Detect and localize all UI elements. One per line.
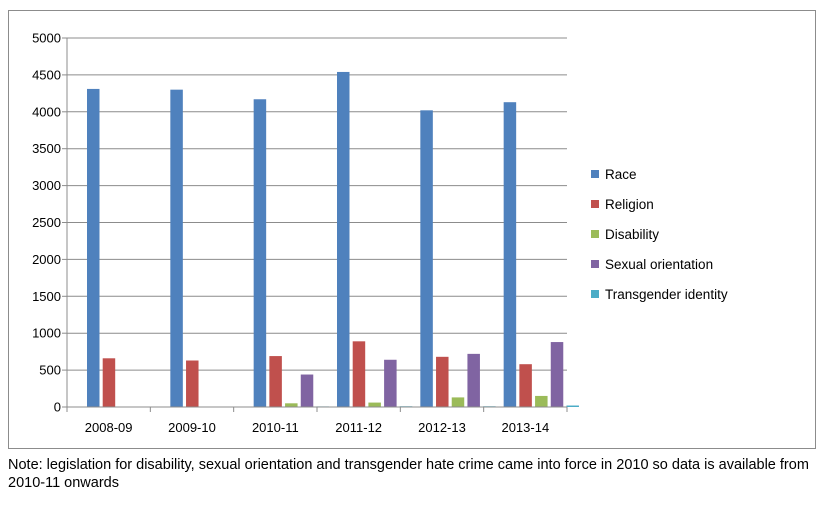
legend-swatch: [591, 260, 599, 268]
bar-disability: [368, 402, 381, 407]
bar-transgender-identity: [566, 405, 579, 407]
chart-frame: 0 500 1000 1500 2000 2500 3000 3500 4000 4500 5000…: [8, 10, 816, 449]
bar-religion: [352, 341, 366, 407]
bar-religion: [436, 356, 449, 407]
y-tick-label: 2500: [32, 215, 61, 230]
chart-svg: 0 500 1000 1500 2000 2500 3000 3500 4000 4500 5000…: [32, 31, 728, 436]
x-tick-label: 2010-11: [252, 420, 299, 435]
y-tick-label: 500: [39, 363, 61, 378]
y-tick-label: 4000: [32, 104, 61, 119]
bar-race: [253, 99, 267, 407]
bar-religion: [519, 364, 532, 407]
y-tick-label: 3500: [32, 141, 61, 156]
bar-race: [87, 88, 100, 407]
bar-religion: [186, 360, 199, 407]
x-tick-label: 2013-14: [501, 420, 549, 435]
footnote: Note: legislation for disability, sexual…: [8, 457, 809, 491]
legend-label: Race: [605, 167, 637, 182]
bar-sexual-orientation: [300, 374, 314, 407]
legend-label: Disability: [605, 227, 659, 242]
x-tick-label: 2011-12: [335, 420, 382, 435]
legend-label: Religion: [605, 197, 654, 212]
y-tick-label: 1500: [32, 289, 61, 304]
bar-race: [170, 89, 183, 407]
x-tick-label: 2008-09: [85, 420, 133, 435]
bar-disability: [285, 403, 298, 407]
legend: Race Religion Disability Sexual orientation…: [591, 167, 728, 302]
bar-race: [337, 71, 350, 407]
legend-swatch: [591, 170, 599, 178]
legend-swatch: [591, 290, 599, 298]
legend-label: Sexual orientation: [605, 257, 713, 272]
bar-sexual-orientation: [467, 353, 480, 407]
legend-label: Transgender identity: [605, 287, 728, 302]
bar-race: [503, 102, 517, 408]
y-tick-labels: 0 500 1000 1500 2000 2500 3000 3500 4000 4500 5000: [32, 31, 61, 415]
x-tick-label: 2012-13: [418, 420, 466, 435]
y-tick-label: 2000: [32, 252, 61, 267]
legend-swatch: [591, 200, 599, 208]
y-tick-label: 4500: [32, 67, 61, 82]
bar-sexual-orientation: [550, 342, 564, 407]
bar-disability: [451, 397, 465, 407]
bar-race: [420, 110, 433, 407]
bar-sexual-orientation: [384, 359, 397, 407]
gridlines: [67, 37, 567, 371]
bar-religion: [102, 358, 116, 407]
y-tick-label: 3000: [32, 178, 61, 193]
legend-swatch: [591, 230, 599, 238]
axes: [62, 37, 568, 412]
x-tick-labels: 2008-09 2009-10 2010-11 2011-12 2012-13 2013-…: [85, 420, 549, 435]
y-tick-label: 1000: [32, 326, 61, 341]
bar-religion: [269, 356, 282, 407]
bar-disability: [535, 395, 548, 407]
x-tick-label: 2009-10: [168, 420, 216, 435]
y-tick-label: 0: [54, 400, 61, 415]
y-tick-label: 5000: [32, 31, 61, 46]
bars: [87, 71, 579, 408]
